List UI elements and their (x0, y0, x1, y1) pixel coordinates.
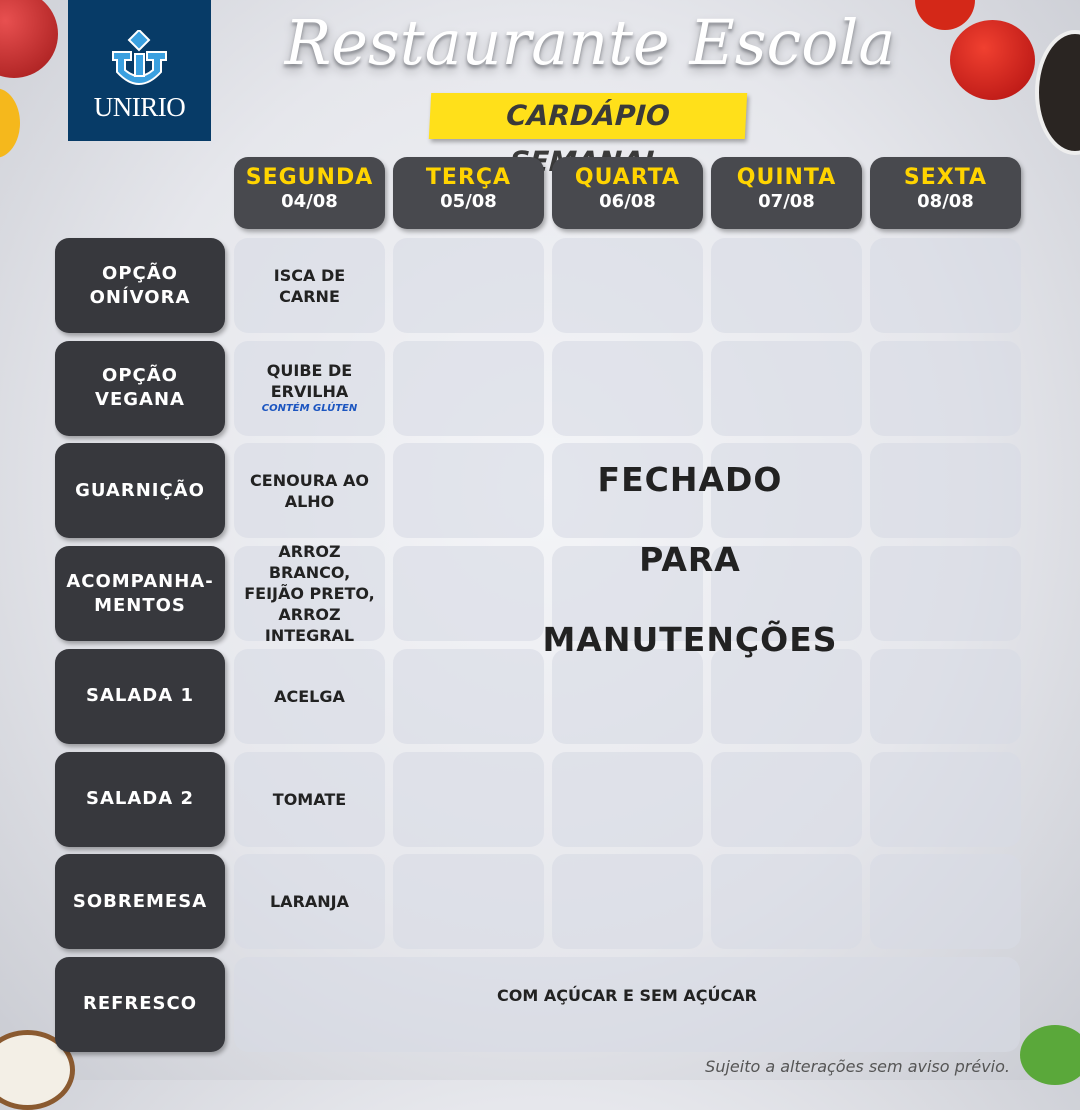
day-name: SEGUNDA (245, 165, 374, 190)
menu-item-text: QUIBE DE ERVILHA (266, 361, 353, 402)
day-name: QUARTA (574, 165, 681, 190)
menu-cell (870, 443, 1021, 539)
day-date: 07/08 (758, 191, 815, 212)
menu-cell (552, 751, 703, 847)
menu-cell: ISCA DE CARNE (234, 238, 385, 333)
menu-item-text: TOMATE (272, 789, 347, 809)
row-label: SOBREMESA (55, 854, 225, 950)
day-date: 06/08 (599, 191, 656, 212)
tomato-decoration (950, 20, 1035, 100)
menu-cell (393, 751, 544, 847)
menu-cell (393, 648, 544, 744)
row-label: SALADA 1 (55, 648, 225, 744)
logo-text: UNIRIO (93, 92, 186, 122)
menu-cell (393, 238, 544, 333)
menu-cell (552, 340, 703, 436)
menu-cell: ACELGA (234, 648, 385, 744)
row-label: SALADA 2 (55, 751, 225, 847)
closed-notice-line: MANUTENÇÕES (542, 620, 838, 659)
menu-cell: CENOURA AO ALHO (234, 443, 385, 539)
day-name: QUINTA (736, 165, 837, 190)
day-header: QUINTA 07/08 (711, 157, 862, 229)
day-header: SEGUNDA 04/08 (234, 157, 385, 229)
tomato-decoration (915, 0, 975, 30)
menu-item-text: ARROZ BRANCO, FEIJÃO PRETO, ARROZ INTEGR… (244, 542, 375, 646)
menu-item-text: CENOURA AO ALHO (250, 470, 369, 511)
menu-cell (552, 854, 703, 950)
day-name: TERÇA (425, 165, 512, 190)
unirio-emblem-icon (112, 30, 167, 85)
row-label: OPÇÃO VEGANA (55, 340, 225, 436)
menu-cell (711, 443, 862, 539)
menu-cell-all-week: COM AÇÚCAR E SEM AÇÚCAR (234, 956, 1020, 1052)
menu-cell (870, 854, 1021, 950)
menu-cell: ARROZ BRANCO, FEIJÃO PRETO, ARROZ INTEGR… (234, 542, 385, 645)
unirio-logo: UNIRIO (68, 0, 211, 141)
menu-cell (393, 854, 544, 950)
day-date: 05/08 (440, 191, 497, 212)
menu-item-text: LARANJA (269, 892, 349, 912)
row-label: GUARNIÇÃO (55, 443, 225, 539)
menu-cell (711, 340, 862, 436)
menu-cell (393, 340, 544, 436)
apple-decoration (0, 0, 58, 78)
menu-item-text: COM AÇÚCAR E SEM AÇÚCAR (497, 985, 757, 1005)
menu-cell: TOMATE (234, 751, 385, 847)
page-subtitle: CARDÁPIO SEMANAL (428, 93, 748, 178)
menu-cell (870, 648, 1021, 744)
menu-cell (552, 648, 703, 744)
menu-cell (870, 546, 1021, 642)
menu-cell: LARANJA (234, 854, 385, 950)
menu-cell (393, 443, 544, 539)
row-label: OPÇÃO ONÍVORA (55, 238, 225, 333)
menu-cell (711, 751, 862, 847)
pepper-bowl-decoration (1035, 30, 1080, 155)
menu-cell (552, 546, 703, 642)
menu-cell (711, 854, 862, 950)
day-name: SEXTA (903, 165, 988, 190)
herb-decoration (1020, 1025, 1080, 1085)
menu-cell (870, 340, 1021, 436)
menu-cell (711, 648, 862, 744)
day-header: QUARTA 06/08 (552, 157, 703, 229)
day-header: TERÇA 05/08 (393, 157, 544, 229)
closed-notice-line: PARA (639, 540, 741, 579)
row-label: ACOMPANHA-MENTOS (55, 546, 225, 642)
page-title: Restaurante Escola (284, 6, 896, 79)
menu-item-text: ACELGA (274, 686, 345, 706)
menu-cell (393, 546, 544, 642)
menu-cell (711, 546, 862, 642)
menu-cell (711, 238, 862, 333)
disclaimer: Sujeito a alterações sem aviso prévio. (705, 1057, 1010, 1076)
day-date: 08/08 (917, 191, 974, 212)
day-header: SEXTA 08/08 (870, 157, 1021, 229)
menu-cell (870, 238, 1021, 333)
menu-cell (552, 443, 703, 539)
day-date: 04/08 (281, 191, 338, 212)
lemon-decoration (0, 88, 20, 158)
allergen-note: CONTÉM GLÚTEN (261, 403, 358, 415)
menu-cell: QUIBE DE ERVILHA CONTÉM GLÚTEN (234, 340, 385, 436)
row-label: REFRESCO (55, 956, 225, 1052)
menu-cell (870, 751, 1021, 847)
menu-item-text: ISCA DE CARNE (273, 265, 346, 306)
menu-cell (552, 238, 703, 333)
closed-notice-line: FECHADO (597, 460, 783, 499)
